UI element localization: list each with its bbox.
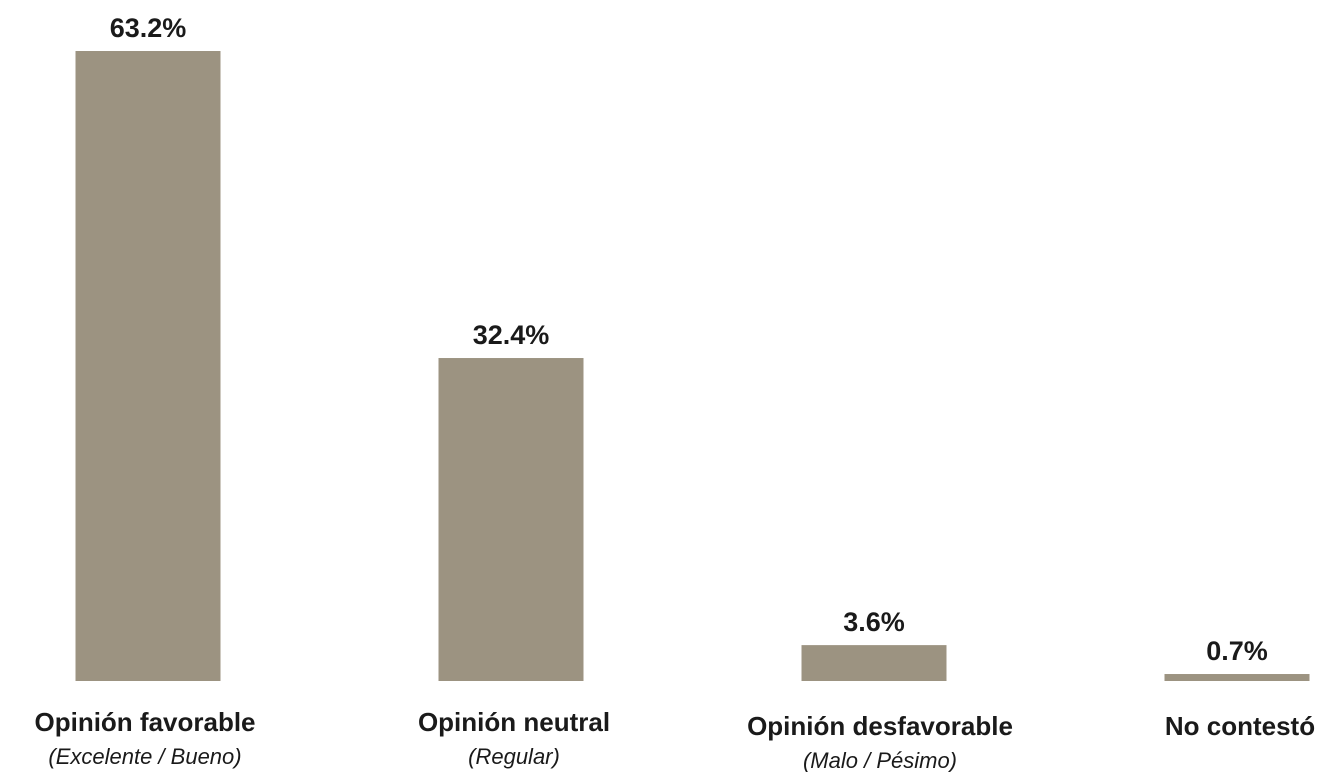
category-sublabel-1: (Excelente / Bueno) [48,744,241,769]
category-label-1: Opinión favorable [34,707,255,737]
data-label-2: 32.4% [473,320,550,350]
value-labels-layer: 63.2% 32.4% 3.6% 0.7% [110,13,1268,666]
category-label-2: Opinión neutral [418,707,610,737]
bars-layer [75,51,1310,681]
category-label-4: No contestó [1165,711,1315,741]
category-labels-layer: Opinión favorable (Excelente / Bueno) Opin… [34,707,1315,772]
bar-3 [801,645,947,681]
category-sublabel-2: (Regular) [468,744,560,769]
bar-2 [438,358,584,681]
bar-4 [1164,674,1310,681]
data-label-3: 3.6% [843,607,905,637]
category-label-3: Opinión desfavorable [747,711,1013,741]
bar-1 [75,51,221,681]
data-label-1: 63.2% [110,13,187,43]
data-label-4: 0.7% [1206,636,1268,666]
category-sublabel-3: (Malo / Pésimo) [803,748,957,772]
